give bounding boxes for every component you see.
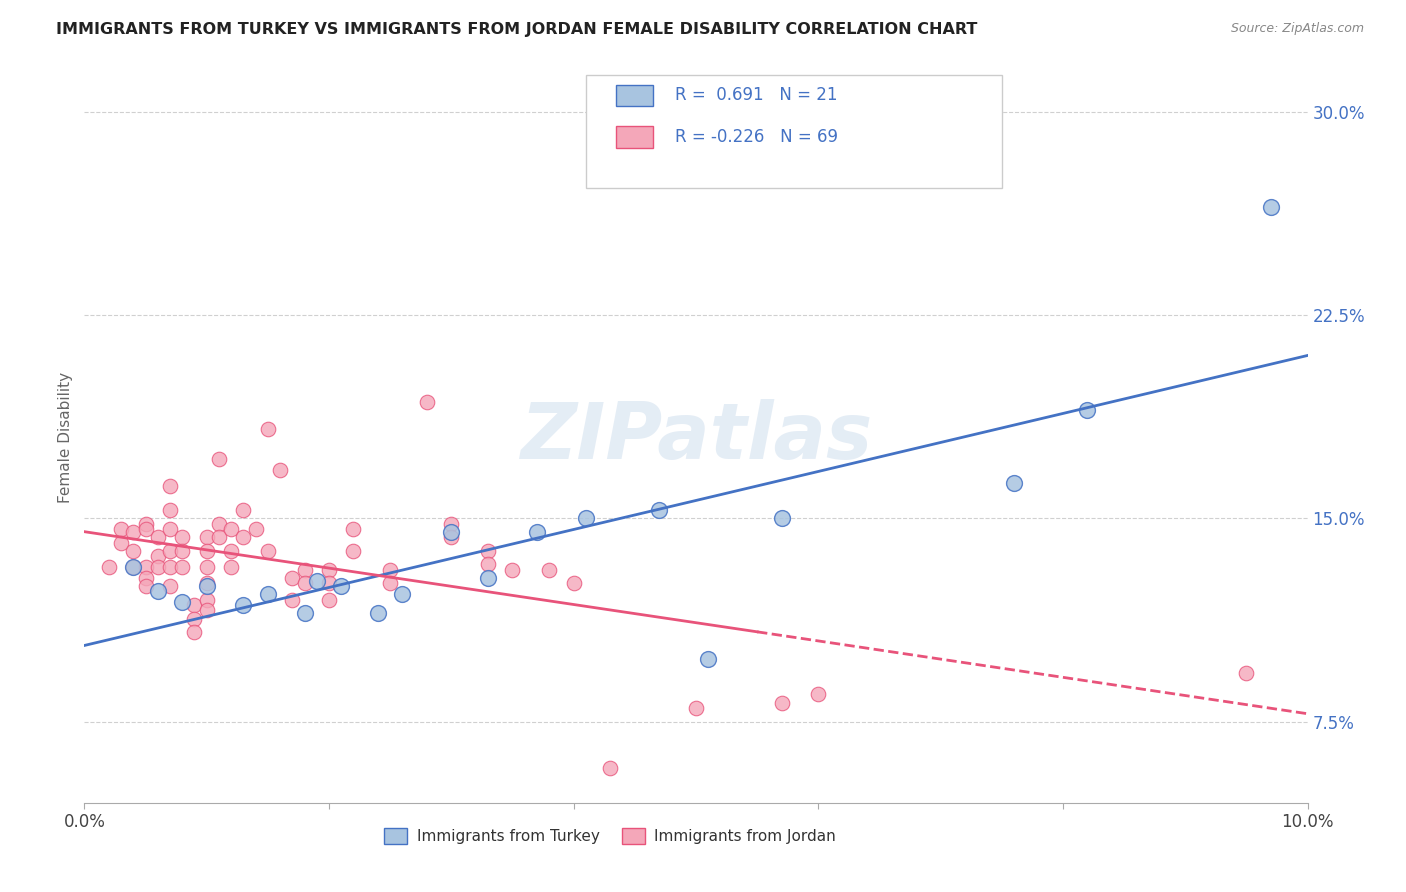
Text: ZIPatlas: ZIPatlas	[520, 399, 872, 475]
Point	[183, 625, 205, 640]
Point	[159, 522, 181, 536]
Point	[697, 652, 720, 666]
Point	[122, 544, 145, 558]
Point	[770, 511, 793, 525]
Point	[1260, 200, 1282, 214]
Point	[110, 535, 132, 549]
Point	[219, 544, 242, 558]
FancyBboxPatch shape	[616, 126, 654, 148]
Point	[318, 592, 340, 607]
Point	[195, 544, 218, 558]
Point	[294, 606, 316, 620]
Point	[208, 451, 231, 466]
Point	[97, 560, 120, 574]
Point	[440, 516, 463, 531]
Point	[195, 592, 218, 607]
Point	[195, 576, 218, 591]
Point	[208, 530, 231, 544]
Point	[391, 587, 413, 601]
Text: R = -0.226   N = 69: R = -0.226 N = 69	[675, 128, 838, 146]
Point	[380, 576, 402, 591]
Point	[195, 560, 218, 574]
Point	[477, 544, 499, 558]
Point	[122, 524, 145, 539]
Y-axis label: Female Disability: Female Disability	[58, 371, 73, 503]
Point	[135, 560, 157, 574]
Point	[159, 544, 181, 558]
Point	[318, 576, 340, 591]
Point	[159, 560, 181, 574]
Point	[122, 560, 145, 574]
Point	[770, 696, 793, 710]
Point	[305, 574, 328, 588]
Point	[538, 563, 561, 577]
Point	[159, 579, 181, 593]
FancyBboxPatch shape	[586, 75, 1002, 188]
Point	[281, 571, 304, 585]
Point	[294, 576, 316, 591]
Point	[257, 587, 280, 601]
Point	[562, 576, 585, 591]
Point	[146, 549, 169, 564]
Point	[183, 598, 205, 612]
Point	[135, 516, 157, 531]
Point	[159, 479, 181, 493]
Point	[440, 530, 463, 544]
Point	[110, 522, 132, 536]
Point	[318, 563, 340, 577]
Point	[135, 522, 157, 536]
Point	[245, 522, 267, 536]
Point	[342, 522, 364, 536]
Point	[367, 606, 389, 620]
Point	[172, 595, 194, 609]
Point	[135, 571, 157, 585]
Point	[477, 571, 499, 585]
Point	[183, 611, 205, 625]
Point	[257, 422, 280, 436]
Point	[195, 603, 218, 617]
Point	[281, 592, 304, 607]
Point	[146, 560, 169, 574]
Point	[146, 530, 169, 544]
Point	[208, 516, 231, 531]
Point	[159, 503, 181, 517]
Point	[342, 544, 364, 558]
Point	[122, 560, 145, 574]
Point	[330, 579, 353, 593]
Point	[1236, 665, 1258, 680]
Point	[269, 462, 291, 476]
Point	[232, 530, 254, 544]
Point	[257, 544, 280, 558]
Point	[195, 579, 218, 593]
Point	[1076, 403, 1098, 417]
Point	[1002, 476, 1025, 491]
Point	[146, 584, 169, 599]
Point	[232, 598, 254, 612]
Point	[219, 560, 242, 574]
Point	[599, 761, 621, 775]
Point	[440, 524, 463, 539]
Point	[807, 688, 830, 702]
Text: R =  0.691   N = 21: R = 0.691 N = 21	[675, 87, 838, 104]
Point	[232, 503, 254, 517]
Point	[172, 544, 194, 558]
Text: Source: ZipAtlas.com: Source: ZipAtlas.com	[1230, 22, 1364, 36]
Point	[172, 560, 194, 574]
Point	[502, 563, 524, 577]
Legend: Immigrants from Turkey, Immigrants from Jordan: Immigrants from Turkey, Immigrants from …	[378, 822, 842, 850]
Point	[219, 522, 242, 536]
Point	[135, 579, 157, 593]
Point	[380, 563, 402, 577]
Point	[526, 524, 548, 539]
Point	[195, 530, 218, 544]
Point	[477, 558, 499, 572]
Point	[648, 503, 671, 517]
Point	[575, 511, 598, 525]
Point	[685, 701, 707, 715]
Point	[294, 563, 316, 577]
Point	[172, 530, 194, 544]
Point	[416, 395, 439, 409]
FancyBboxPatch shape	[616, 85, 654, 106]
Text: IMMIGRANTS FROM TURKEY VS IMMIGRANTS FROM JORDAN FEMALE DISABILITY CORRELATION C: IMMIGRANTS FROM TURKEY VS IMMIGRANTS FRO…	[56, 22, 977, 37]
